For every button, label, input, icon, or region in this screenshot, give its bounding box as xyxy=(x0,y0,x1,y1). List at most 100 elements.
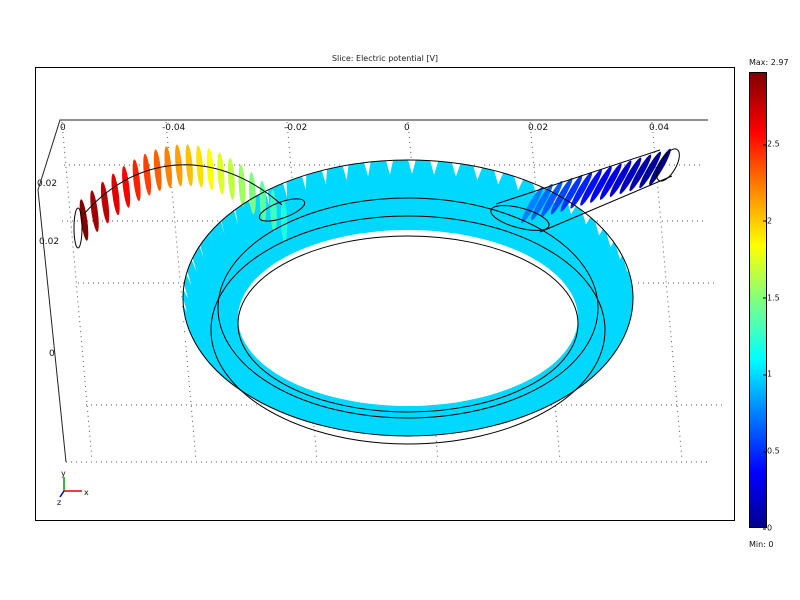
grid-line xyxy=(61,121,93,461)
axis-edge xyxy=(37,119,708,463)
left-lead-slice xyxy=(122,165,131,208)
colorbar-tick-label: 0 xyxy=(762,523,773,533)
left-lead-slice xyxy=(100,181,110,224)
slice-plot-3d[interactable]: -0.04 -0.02 0 0.02 0.04 0 0.02 0.02 0 x … xyxy=(0,0,740,530)
ring-slice-notch xyxy=(631,311,639,326)
left-lead-slice xyxy=(196,145,204,188)
ring-slice-notch xyxy=(430,155,441,175)
colorbar-tick-label: 2 xyxy=(762,216,773,226)
ring-slice-notch xyxy=(631,284,641,299)
ring-slices xyxy=(175,154,641,450)
left-lead-slice xyxy=(143,153,152,196)
left-lead-centerline xyxy=(83,164,283,215)
colorbar-min-label: Min: 0 xyxy=(749,540,774,549)
ring-slice-notch xyxy=(233,202,239,225)
ring-hole xyxy=(238,230,578,406)
ring-slice-notch xyxy=(628,271,639,286)
left-lead-slice xyxy=(175,144,183,187)
right-lead-slice xyxy=(530,183,553,221)
ring-slice-notch xyxy=(466,430,478,445)
left-lead-slice xyxy=(164,146,172,189)
left-lead-slice xyxy=(227,157,235,200)
ring-slice-notch xyxy=(595,221,607,236)
ring-slice-notch xyxy=(548,404,555,419)
y-tick-label: 0.02 xyxy=(37,179,57,189)
ring-slice-notch xyxy=(301,168,307,191)
ring-outer-edge xyxy=(182,159,634,437)
ring-slice-notch xyxy=(222,384,239,400)
ring-slice-notch xyxy=(529,412,538,427)
ring-slice-notch xyxy=(623,257,634,272)
triad-y-label: y xyxy=(61,469,66,478)
ring-slice-notch xyxy=(628,324,635,339)
ring-slice-notch xyxy=(182,334,197,353)
right-lead-slice xyxy=(521,186,543,224)
ring-slice-notch xyxy=(236,395,253,410)
right-lead-slice xyxy=(629,154,652,192)
ring-slice-notch xyxy=(175,306,189,326)
ring-inner-edge xyxy=(237,235,579,413)
left-lead-slice xyxy=(217,152,225,195)
bounding-box-axes xyxy=(37,119,708,463)
right-lead-slice xyxy=(570,172,593,209)
ring-slice-notch xyxy=(177,278,189,299)
ring-slice-notch xyxy=(187,250,197,272)
ring-inner-top-edge xyxy=(217,197,599,419)
ring-slice-notch xyxy=(175,292,187,312)
x-tick-label: 0.02 xyxy=(528,123,548,133)
triad-x-label: x xyxy=(84,488,89,497)
ring-slice-notch xyxy=(321,162,328,185)
right-lead-slice xyxy=(590,166,612,203)
left-lead-slice xyxy=(90,190,99,232)
y-tick-label: 0 xyxy=(49,349,55,359)
ring-slice-notch xyxy=(177,320,192,339)
ring-slice-notch xyxy=(566,395,572,410)
right-lead-slice xyxy=(560,175,583,212)
y-tick-label: 0.02 xyxy=(39,237,59,247)
colorbar-tick-label: 1.5 xyxy=(763,293,780,303)
colorbar-max-label: Max: 2.97 xyxy=(749,58,789,67)
ring-slice-notch xyxy=(567,200,580,215)
right-lead-slice xyxy=(580,169,602,206)
ring-slice-notch xyxy=(364,155,372,177)
colorbar xyxy=(749,72,767,528)
ring-slice-notch xyxy=(219,213,225,236)
right-lead-slice xyxy=(609,160,632,197)
colorbar-tick-label: 1 xyxy=(762,369,773,379)
right-lead-slice xyxy=(649,148,671,186)
ring-slice-notch xyxy=(196,237,205,260)
right-lead-slice xyxy=(599,163,622,200)
right-lead-edges xyxy=(495,149,673,233)
right-lead-end-cap xyxy=(656,148,680,182)
ring-slice-notch xyxy=(282,175,287,198)
plot-title: Slice: Electric potential [V] xyxy=(331,54,439,63)
ring-slice-notch xyxy=(342,158,350,180)
ring-slice-notch xyxy=(270,412,287,427)
ring-slice-notch xyxy=(253,404,270,419)
ring-slice-notch xyxy=(265,183,270,206)
x-tick-label: -0.04 xyxy=(162,123,186,133)
ring-slice-notch xyxy=(198,360,214,378)
right-lead-slice xyxy=(550,177,573,215)
left-lead-slice xyxy=(270,189,277,232)
right-lead-slice xyxy=(639,151,662,189)
left-lead-slice xyxy=(153,149,162,192)
z-axis-arrow xyxy=(59,490,65,498)
ring-slice-notch xyxy=(581,385,586,400)
left-lead-slice xyxy=(206,148,214,191)
colorbar-tick-label: 2.5 xyxy=(763,139,780,149)
ring-slice-notch xyxy=(209,373,225,389)
right-lead-slice xyxy=(540,180,563,218)
left-lead-slice xyxy=(79,199,89,241)
x-tick-label: 0.04 xyxy=(649,123,669,133)
ring-slice-notch xyxy=(207,225,214,247)
triad-z-label: z xyxy=(57,498,61,507)
plot-frame xyxy=(35,67,735,521)
right-lead-junction xyxy=(490,205,550,231)
left-lead-end-cap xyxy=(73,207,83,249)
geometry-edges xyxy=(73,148,680,445)
x-tick-label-back: 0 xyxy=(60,123,66,133)
ring-slice-notch xyxy=(310,425,326,440)
ring-slice-notch xyxy=(595,374,600,389)
ring-slice-notch xyxy=(581,210,594,225)
